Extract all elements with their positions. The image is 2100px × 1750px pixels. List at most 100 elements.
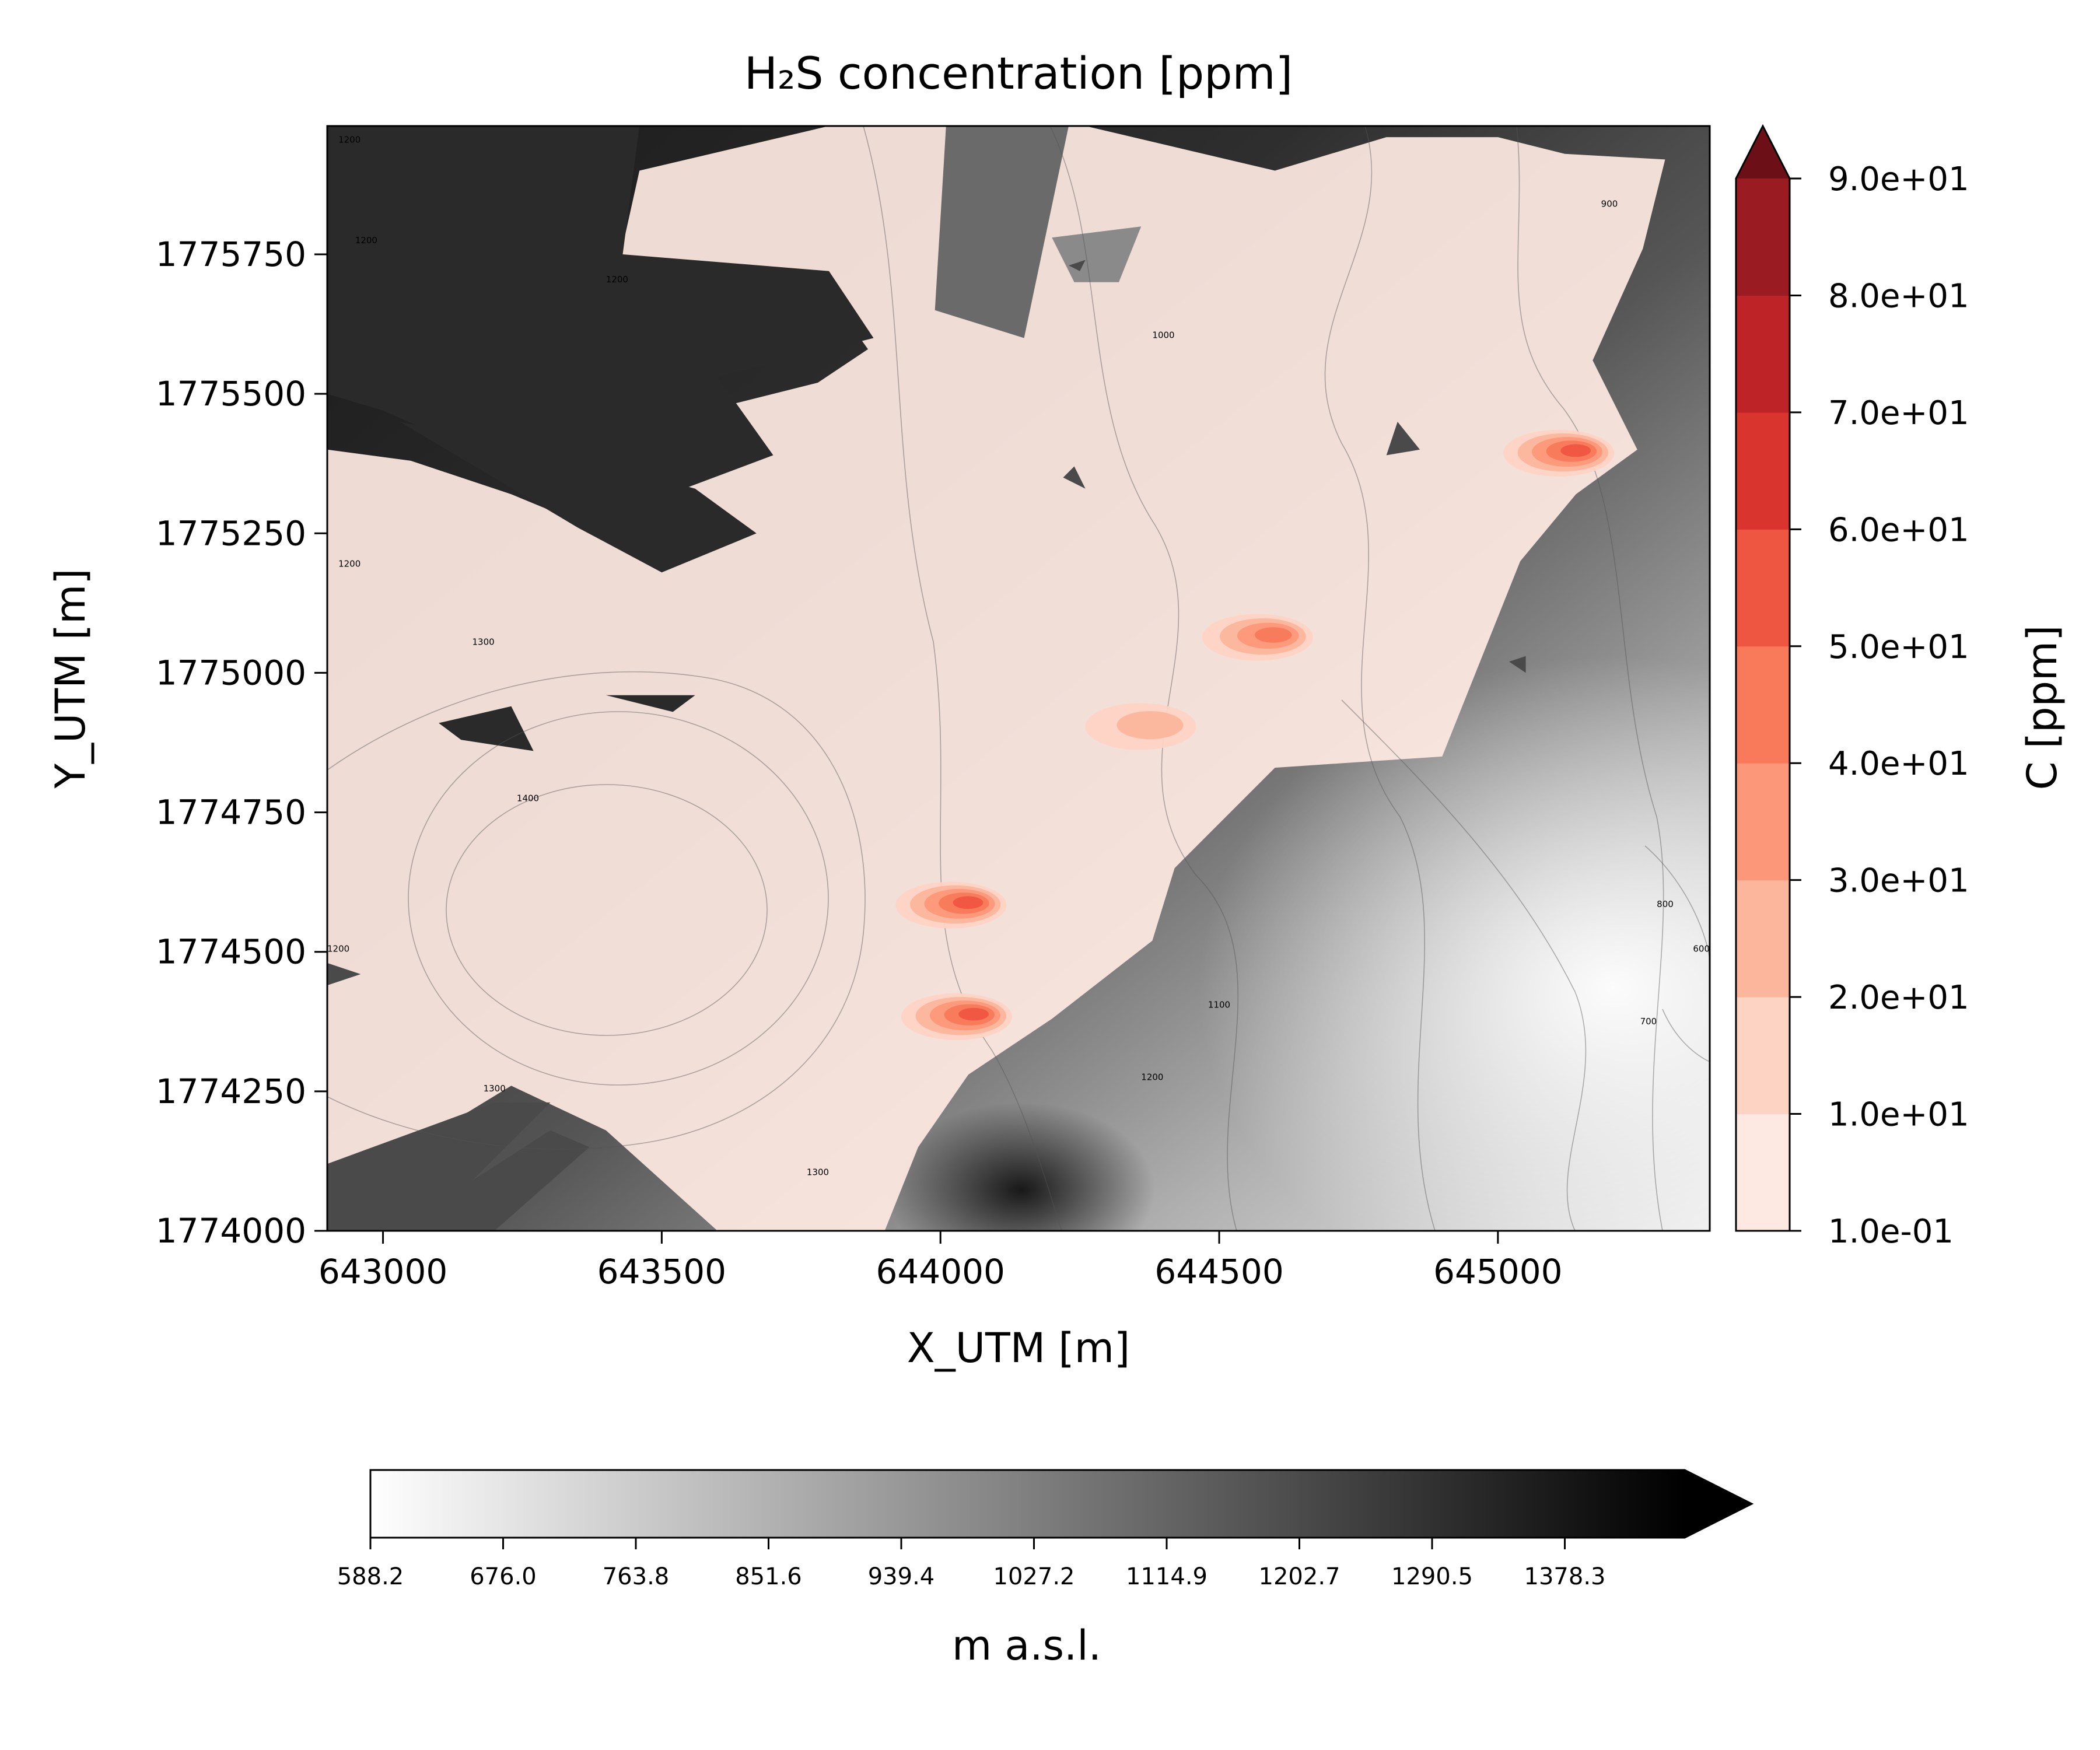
concentration-colorbar-label: C [ppm] — [2018, 625, 2066, 790]
terrain-patch — [1509, 656, 1526, 673]
plot-area: 1200 1200 1200 1200 1200 1300 1300 1300 1400 1000… — [327, 126, 1710, 1231]
terrain-patch — [439, 706, 534, 751]
concentration-hotspot — [1202, 614, 1313, 661]
x-tick-label: 644000 — [876, 1252, 1005, 1292]
elevation-colorbar-gradient — [370, 1470, 1685, 1538]
elevation-colorbar-tick-label: 851.6 — [735, 1563, 802, 1590]
concentration-colorbar-tick-label: 8.0e+01 — [1828, 277, 1969, 315]
contour-label: 700 — [1640, 1016, 1657, 1027]
concentration-hotspot — [895, 881, 1007, 929]
y-tick-label: 1775500 — [156, 374, 306, 414]
elevation-colorbar-tick-label: 588.2 — [337, 1563, 404, 1590]
concentration-colorbar-tick-label: 1.0e+01 — [1828, 1096, 1969, 1134]
y-axis: 1774000 1774250 1774500 1774750 1775000 17752… — [156, 235, 327, 1251]
concentration-colorbar-tick-label: 4.0e+01 — [1828, 745, 1969, 783]
elevation-colorbar-frame — [369, 1469, 1754, 1539]
elevation-contour-lines — [327, 126, 1710, 1231]
contour-label: 1400 — [517, 793, 539, 803]
concentration-colorbar-band — [1736, 646, 1790, 764]
y-tick-label: 1774500 — [156, 932, 306, 972]
concentration-colorbar-band — [1736, 880, 1790, 998]
contour-label: 1200 — [1141, 1072, 1163, 1083]
plot-frame — [326, 125, 1711, 1232]
y-tick-label: 1775750 — [156, 235, 306, 274]
contour-label: 600 — [1693, 944, 1710, 954]
chart-title: H₂S concentration [ppm] — [744, 47, 1293, 99]
terrain-patch — [1069, 260, 1086, 271]
concentration-colorbar-band — [1736, 763, 1790, 881]
elevation-colorbar-label: m a.s.l. — [952, 1622, 1101, 1670]
concentration-colorbar-tick-label: 2.0e+01 — [1828, 979, 1969, 1017]
terrain-patch — [394, 1130, 590, 1231]
contour-label: 1200 — [338, 135, 360, 145]
y-axis-label: Y_UTM [m] — [47, 568, 94, 789]
elevation-colorbar-tick-label: 1027.2 — [993, 1563, 1075, 1590]
concentration-hotspot — [901, 993, 1012, 1040]
terrain-patch — [1386, 422, 1420, 456]
concentration-colorbar-tick-label: 3.0e+01 — [1828, 862, 1969, 900]
terrain-patch — [327, 1102, 551, 1231]
terrain-patch — [606, 695, 695, 712]
terrain-patch — [327, 126, 874, 506]
elevation-colorbar-tick-label: 763.8 — [603, 1563, 670, 1590]
terrain-patches — [327, 126, 1526, 1231]
elevation-colorbar: 588.2 676.0 763.8 851.6 939.4 1027.2 1114.9 120… — [337, 1469, 1754, 1590]
concentration-colorbar-band — [1736, 1114, 1790, 1231]
x-tick-label: 645000 — [1433, 1252, 1562, 1292]
y-tick-label: 1774000 — [156, 1211, 306, 1251]
concentration-colorbar-tick-label: 7.0e+01 — [1828, 394, 1969, 432]
contour-label: 1200 — [327, 944, 349, 954]
terrain-dark-ridge — [887, 1102, 1155, 1231]
contour-label: 1000 — [1152, 330, 1174, 341]
concentration-colorbar-tick-label: 9.0e+01 — [1828, 160, 1969, 198]
contour-label: 1300 — [807, 1167, 829, 1177]
y-tick-label: 1775250 — [156, 513, 306, 553]
elevation-colorbar-tick-label: 939.4 — [868, 1563, 935, 1590]
concentration-hotspot — [1085, 703, 1196, 750]
concentration-colorbar-band — [1736, 295, 1790, 413]
concentration-colorbar-band — [1736, 529, 1790, 647]
contour-label: 1300 — [473, 637, 495, 648]
x-tick-label: 643500 — [597, 1252, 726, 1292]
x-axis: 643000 643500 644000 644500 645000 — [318, 1231, 1563, 1292]
concentration-hotspot — [1503, 429, 1615, 477]
terrain-patch — [327, 963, 361, 986]
elevation-colorbar-tick-label: 1202.7 — [1259, 1563, 1340, 1590]
elevation-colorbar-tick-label: 1378.3 — [1524, 1563, 1606, 1590]
concentration-colorbar-band — [1736, 412, 1790, 530]
concentration-colorbar-band — [1736, 178, 1790, 296]
y-tick-label: 1775000 — [156, 653, 306, 692]
contour-label: 800 — [1657, 899, 1674, 909]
elevation-colorbar-tick-label: 676.0 — [470, 1563, 537, 1590]
concentration-colorbar-tick-label: 6.0e+01 — [1828, 511, 1969, 549]
concentration-colorbar-tick-label: 5.0e+01 — [1828, 628, 1969, 666]
x-axis-label: X_UTM [m] — [907, 1324, 1130, 1372]
concentration-colorbar-band — [1736, 997, 1790, 1115]
hotspot-layer — [895, 429, 1615, 1040]
elevation-colorbar-extend — [1685, 1470, 1752, 1538]
contour-label: 1200 — [606, 274, 628, 285]
terrain-patch — [1052, 226, 1142, 282]
contour-label: 1100 — [1208, 999, 1230, 1010]
plume-layer — [327, 126, 1665, 1231]
contour-label: 900 — [1601, 199, 1618, 209]
contour-label: 1200 — [355, 235, 377, 246]
elevation-colorbar-tick-label: 1290.5 — [1391, 1563, 1473, 1590]
y-tick-label: 1774750 — [156, 793, 306, 832]
contour-label: 1300 — [484, 1083, 506, 1094]
contour-labels: 1200 1200 1200 1200 1200 1300 1300 1300 1400 1000… — [327, 135, 1710, 1178]
terrain-patch — [1063, 466, 1086, 489]
concentration-colorbar-frame — [1735, 124, 1791, 1232]
terrain-patch — [935, 126, 1069, 338]
x-tick-label: 643000 — [318, 1252, 447, 1292]
terrain-patch — [400, 422, 757, 573]
concentration-colorbar-tick-label: 1.0e-01 — [1828, 1213, 1954, 1251]
contour-label: 1200 — [338, 559, 360, 569]
plume-area — [327, 126, 1665, 1231]
elevation-colorbar-tick-label: 1114.9 — [1126, 1563, 1208, 1590]
concentration-colorbar-extend — [1736, 126, 1790, 178]
x-tick-label: 644500 — [1154, 1252, 1283, 1292]
concentration-colorbar: 1.0e-01 1.0e+01 2.0e+01 3.0e+01 4.0e+01 5.0e+… — [1735, 124, 1969, 1251]
y-tick-label: 1774250 — [156, 1072, 306, 1111]
